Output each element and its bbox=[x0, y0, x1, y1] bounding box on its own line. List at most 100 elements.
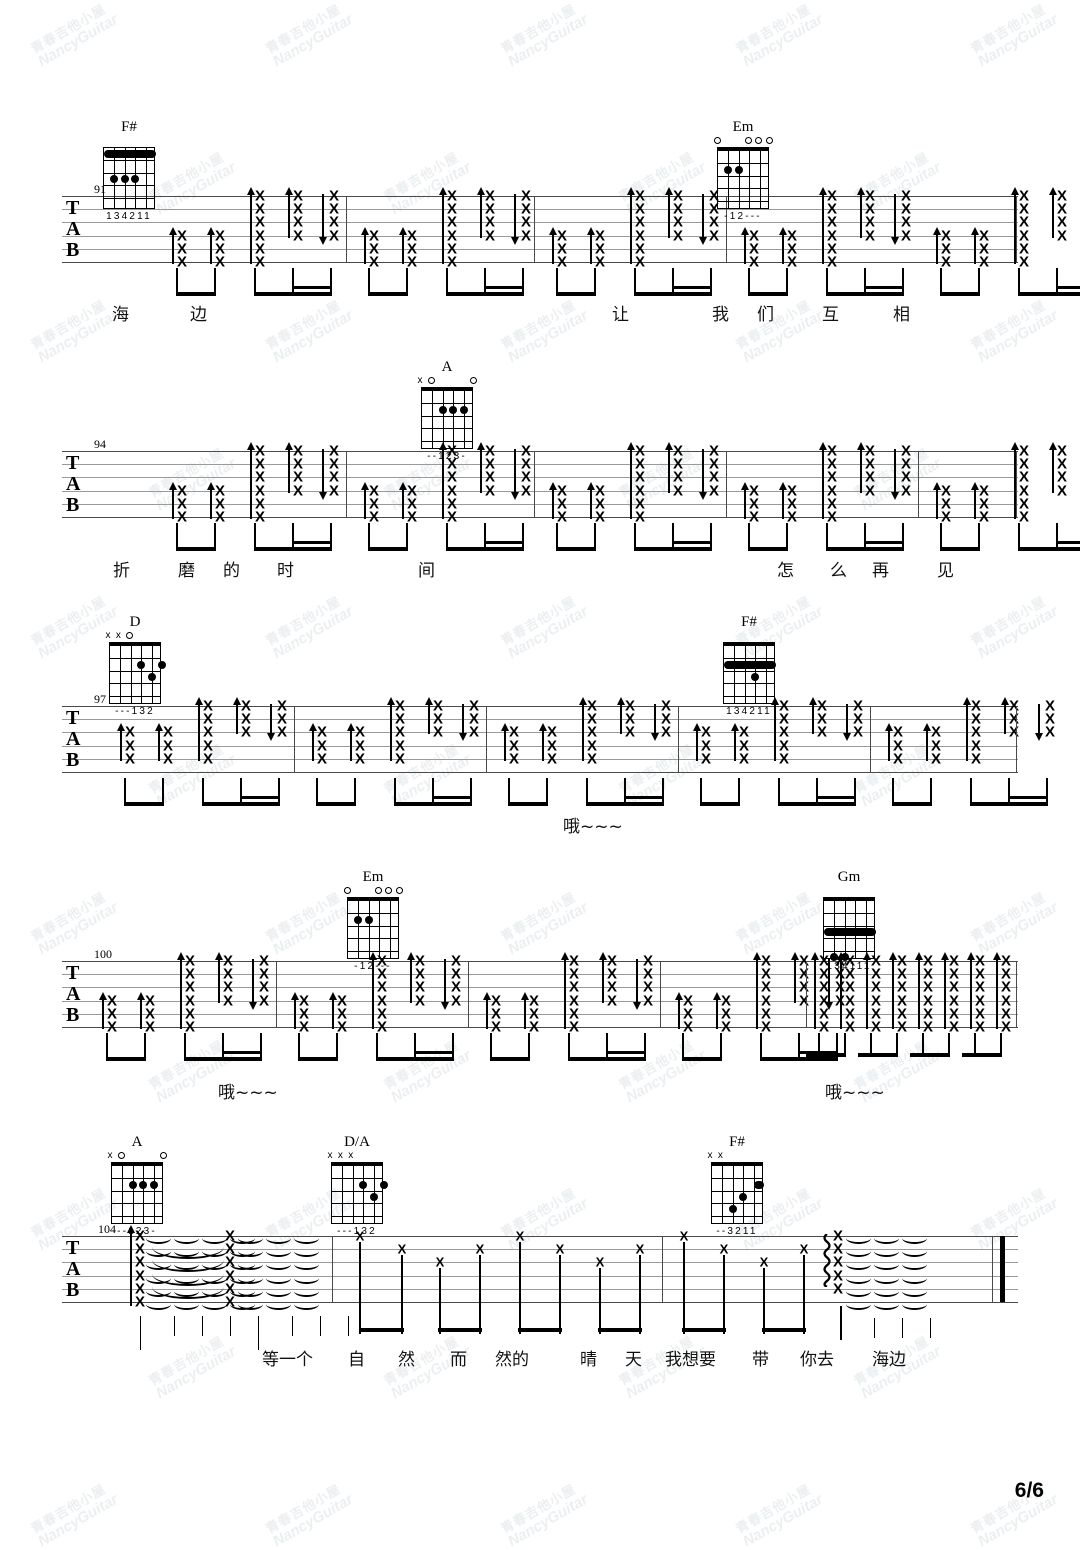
rhythm-tick bbox=[258, 1316, 260, 1350]
strum-arrow-up bbox=[940, 952, 949, 1029]
mute-strum-x: X bbox=[546, 750, 558, 768]
mute-strum-x: X bbox=[1018, 482, 1030, 500]
staff-line bbox=[62, 772, 1018, 773]
chord-name: F# bbox=[121, 119, 137, 135]
mute-strum-x: X bbox=[446, 200, 458, 218]
lyric-syllable: 海 bbox=[112, 305, 129, 325]
rhythm-beam bbox=[826, 292, 904, 296]
mute-strum-x: X bbox=[1018, 200, 1030, 218]
mute-strum-x: X bbox=[818, 992, 830, 1010]
let-ring-curve bbox=[238, 1250, 263, 1258]
rhythm-stem bbox=[710, 523, 712, 549]
strum-arrow-up bbox=[328, 991, 337, 1029]
strum-arrow-down bbox=[842, 704, 851, 742]
let-ring-curve bbox=[266, 1277, 291, 1284]
tab-clef-letter: B bbox=[66, 749, 80, 771]
strum-arrow-up bbox=[790, 952, 799, 1003]
finger-dot bbox=[728, 1205, 737, 1214]
rhythm-beam bbox=[414, 1051, 454, 1054]
mute-strum-x: X bbox=[328, 468, 340, 486]
staff-line bbox=[62, 1013, 1018, 1015]
mute-strum-x: X bbox=[368, 482, 380, 500]
finger-dot bbox=[158, 660, 166, 669]
mute-strum-x: X bbox=[922, 1018, 934, 1036]
mute-strum-x: X bbox=[738, 737, 750, 755]
staff-line bbox=[62, 745, 1018, 747]
mute-strum-x: X bbox=[1056, 468, 1068, 486]
mute-strum-x: X bbox=[864, 482, 876, 500]
let-ring-curve bbox=[202, 1250, 227, 1258]
mute-strum-x: X bbox=[1018, 187, 1030, 205]
rhythm-tick bbox=[174, 1316, 176, 1336]
open-string-icon bbox=[469, 377, 477, 384]
let-ring-curve bbox=[294, 1290, 319, 1297]
string-line bbox=[749, 151, 751, 208]
let-ring-curve bbox=[266, 1250, 291, 1258]
muted-string-icon: x bbox=[337, 1150, 343, 1161]
rhythm-stem bbox=[354, 778, 356, 804]
rhythm-beam bbox=[760, 1057, 838, 1061]
finger-dot bbox=[724, 165, 733, 174]
fret-line bbox=[110, 695, 160, 697]
measure-number: 100 bbox=[94, 947, 112, 961]
lyric-syllable: 你去 bbox=[800, 1350, 834, 1370]
mute-strum-x: X bbox=[760, 978, 772, 996]
mute-strum-x: X bbox=[328, 455, 340, 473]
mute-strum-x: X bbox=[586, 737, 598, 755]
rhythm-stem bbox=[892, 778, 894, 804]
picked-note-x: X bbox=[635, 1241, 645, 1257]
rhythm-beam bbox=[962, 1053, 1002, 1057]
mute-strum-x: X bbox=[432, 697, 444, 715]
rhythm-stem bbox=[970, 778, 972, 804]
let-ring-curve bbox=[902, 1277, 927, 1284]
strum-arrow-down bbox=[318, 194, 327, 245]
mute-strum-x: X bbox=[328, 213, 340, 231]
mute-strum-x: X bbox=[778, 750, 790, 768]
rhythm-stem bbox=[748, 523, 750, 549]
mute-strum-x: X bbox=[1000, 1005, 1012, 1023]
mute-strum-x: X bbox=[450, 965, 462, 983]
mute-strum-x: X bbox=[660, 710, 672, 728]
rhythm-stem bbox=[974, 1033, 976, 1055]
rhythm-beam bbox=[254, 547, 332, 551]
string-line bbox=[379, 901, 381, 958]
mute-strum-x: X bbox=[1018, 455, 1030, 473]
mute-strum-x: X bbox=[254, 508, 266, 526]
finger-dot bbox=[369, 1193, 378, 1201]
lyric-syllable: 海边 bbox=[872, 1350, 906, 1370]
chord-diagram: Em -12--- bbox=[336, 868, 410, 972]
rhythm-stem bbox=[748, 268, 750, 294]
rhythm-beam bbox=[1056, 286, 1080, 289]
mute-strum-x: X bbox=[176, 482, 188, 500]
mute-strum-x: X bbox=[606, 952, 618, 970]
strum-arrow-up bbox=[884, 723, 893, 761]
mute-strum-x: X bbox=[556, 508, 568, 526]
mute-strum-x: X bbox=[484, 187, 496, 205]
rhythm-stem bbox=[763, 1268, 765, 1334]
mute-strum-x: X bbox=[864, 442, 876, 460]
picked-note-x: X bbox=[555, 1241, 565, 1257]
rhythm-stem bbox=[778, 778, 780, 804]
mute-strum-x: X bbox=[450, 952, 462, 970]
barline bbox=[332, 1236, 334, 1302]
rhythm-beam bbox=[864, 286, 904, 289]
string-line bbox=[734, 646, 736, 703]
mute-strum-x: X bbox=[406, 508, 418, 526]
strum-arrow-down bbox=[1034, 704, 1043, 742]
strum-arrow-up bbox=[914, 952, 923, 1029]
finger-dot bbox=[359, 1180, 368, 1189]
staff-line bbox=[62, 758, 1018, 760]
chord-name: Em bbox=[732, 119, 754, 135]
mute-strum-x: X bbox=[974, 992, 986, 1010]
mute-strum-x: X bbox=[214, 253, 226, 271]
mute-strum-x: X bbox=[948, 1018, 960, 1036]
rhythm-stem bbox=[240, 778, 242, 804]
chord-diagram: Gm 134111 bbox=[812, 868, 886, 972]
strum-arrow-up bbox=[778, 226, 787, 264]
strum-arrow-up bbox=[246, 187, 255, 264]
string-line bbox=[143, 1166, 145, 1223]
mute-strum-x: X bbox=[176, 508, 188, 526]
